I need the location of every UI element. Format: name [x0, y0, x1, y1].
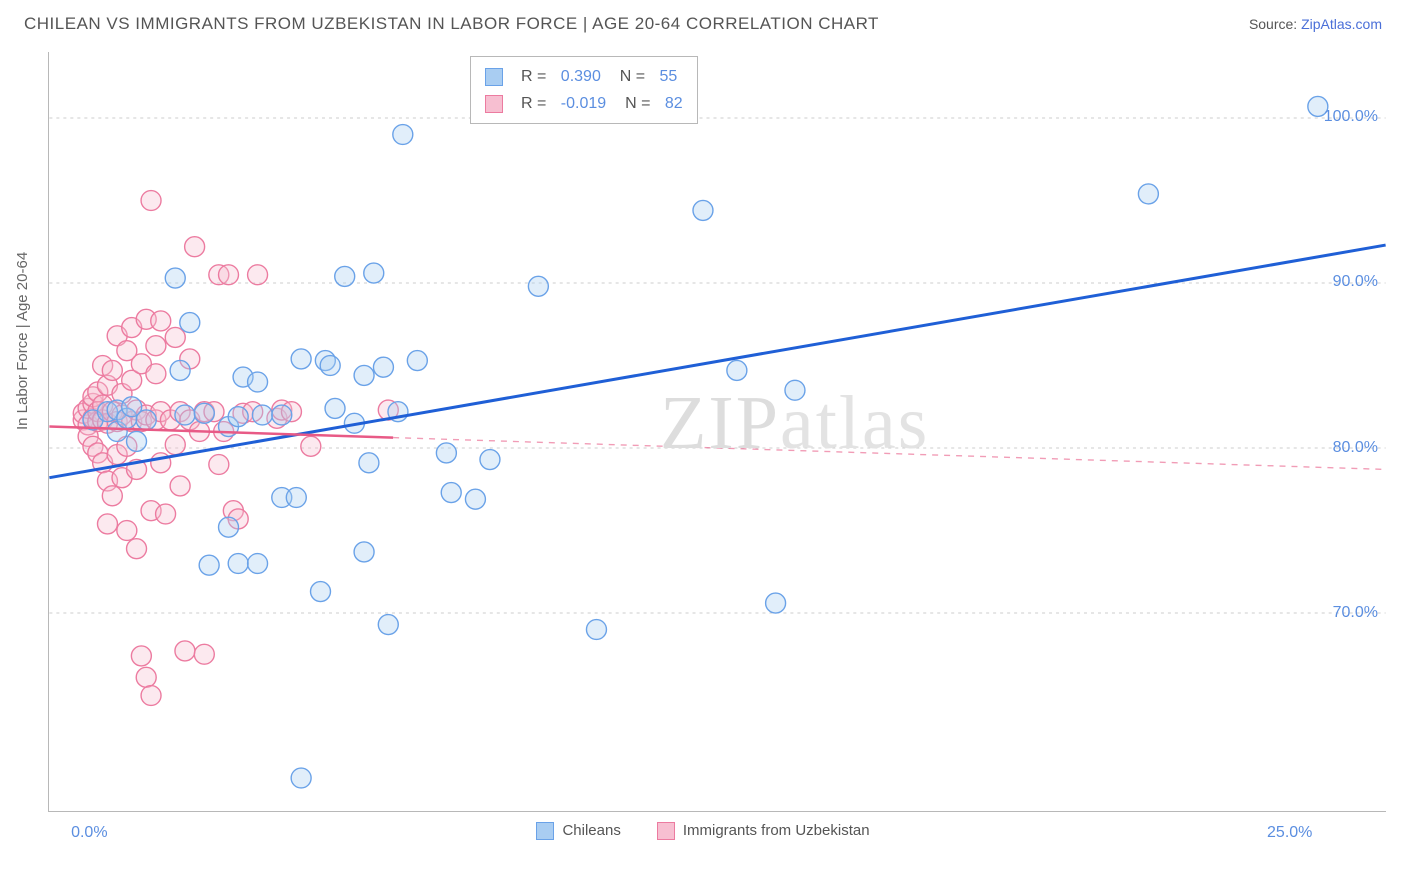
header: CHILEAN VS IMMIGRANTS FROM UZBEKISTAN IN…: [0, 0, 1406, 44]
legend-bottom: Chileans Immigrants from Uzbekistan: [0, 822, 1406, 840]
y-tick-label: 80.0%: [1333, 439, 1378, 457]
x-tick-label: 25.0%: [1267, 824, 1312, 842]
scatter-plot: [48, 52, 1386, 812]
legend-item-uzbekistan: Immigrants from Uzbekistan: [657, 822, 870, 840]
stat-row-chileans: R = 0.390 N = 55: [485, 63, 683, 90]
stat-row-uzbekistan: R = -0.019 N = 82: [485, 90, 683, 117]
x-tick-label: 0.0%: [71, 824, 107, 842]
swatch-uzbekistan-icon: [657, 822, 675, 840]
correlation-stats-box: R = 0.390 N = 55 R = -0.019 N = 82: [470, 56, 698, 124]
y-axis-label: In Labor Force | Age 20-64: [14, 252, 31, 430]
legend-item-chileans: Chileans: [536, 822, 620, 840]
y-tick-label: 70.0%: [1333, 604, 1378, 622]
chart-title: CHILEAN VS IMMIGRANTS FROM UZBEKISTAN IN…: [24, 14, 879, 34]
source-attribution: Source: ZipAtlas.com: [1249, 16, 1382, 32]
swatch-chileans: [485, 68, 503, 86]
swatch-uzbekistan: [485, 95, 503, 113]
y-tick-label: 90.0%: [1333, 273, 1378, 291]
swatch-chileans-icon: [536, 822, 554, 840]
y-tick-label: 100.0%: [1324, 108, 1378, 126]
source-link[interactable]: ZipAtlas.com: [1301, 16, 1382, 32]
